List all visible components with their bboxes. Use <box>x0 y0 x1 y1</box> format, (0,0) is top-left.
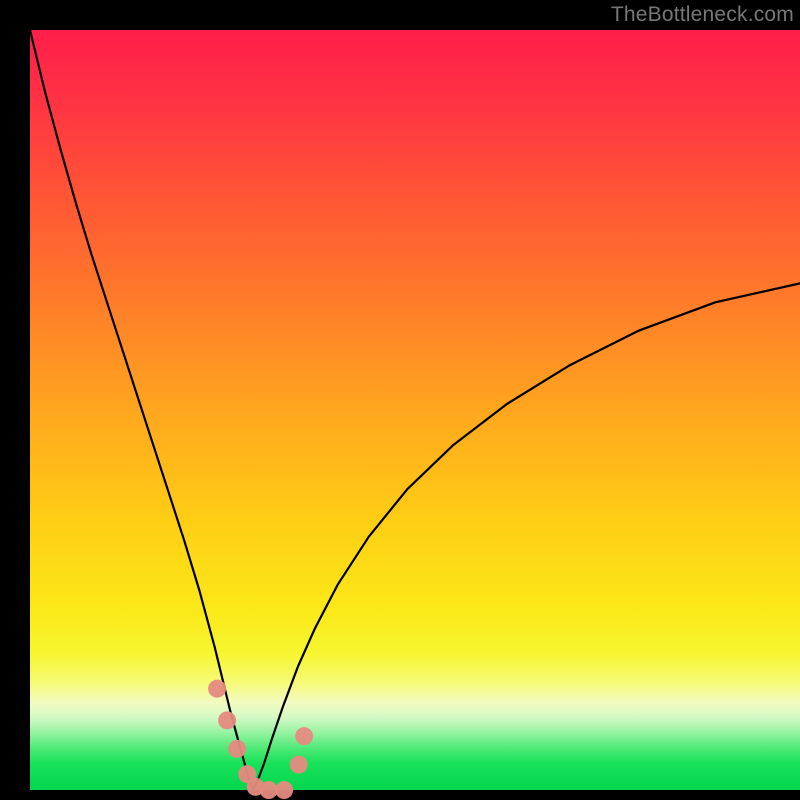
marker-dot <box>208 680 226 698</box>
marker-dot <box>295 727 313 745</box>
chart-frame: TheBottleneck.com <box>0 0 800 800</box>
marker-dot <box>218 711 236 729</box>
marker-dot <box>290 756 308 774</box>
plot-background <box>30 30 800 790</box>
chart-svg <box>0 0 800 800</box>
marker-dot <box>275 781 293 799</box>
marker-dot <box>260 781 278 799</box>
marker-dot <box>228 740 246 758</box>
